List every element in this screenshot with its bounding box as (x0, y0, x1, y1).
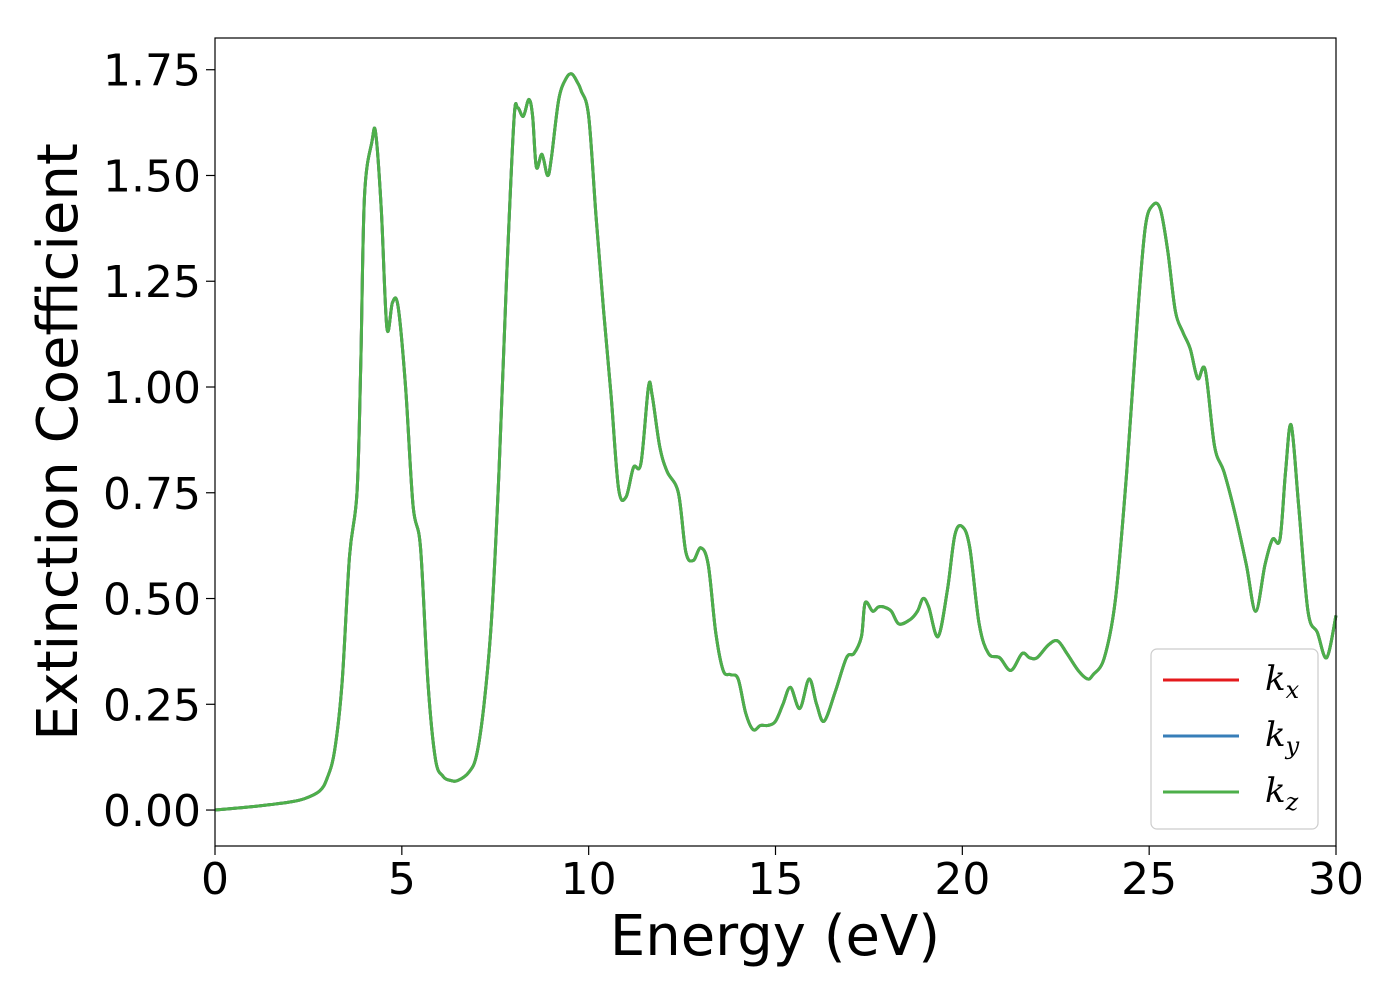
legend-box (1150, 648, 1319, 830)
series-layer (214, 72, 1338, 812)
legend-label-k-x: kx (1265, 659, 1300, 704)
x-tick-label: 15 (748, 854, 804, 905)
y-tick-label: 1.50 (103, 151, 201, 202)
series-line-k-z (214, 72, 1338, 812)
x-axis-label: Energy (eV) (610, 904, 940, 969)
x-tick-label: 0 (201, 854, 229, 905)
legend-label-base: k (1265, 659, 1286, 699)
y-tick-label: 1.25 (103, 257, 201, 308)
y-tick-label: 1.00 (103, 363, 201, 414)
x-tick-label: 25 (1121, 854, 1177, 905)
y-axis-ticks: 0.00 0.25 0.50 0.75 1.00 1.25 1.50 1.75 (103, 46, 215, 837)
legend-label-subscript: y (1285, 732, 1300, 760)
y-tick-label: 0.50 (103, 575, 201, 626)
legend-label-subscript: x (1286, 676, 1300, 704)
y-tick-label: 0.25 (103, 680, 201, 731)
y-tick-label: 0.75 (103, 469, 201, 520)
legend-label-subscript: z (1285, 788, 1299, 816)
y-axis-label: Extinction Coefficient (26, 143, 91, 741)
y-tick-label: 0.00 (103, 786, 201, 837)
x-tick-label: 5 (388, 854, 416, 905)
x-tick-label: 20 (934, 854, 990, 905)
legend-label-base: k (1265, 771, 1286, 811)
legend-label-k-y: ky (1265, 715, 1300, 760)
y-tick-label: 1.75 (103, 46, 201, 97)
x-axis-ticks: 0 5 10 15 20 25 30 (201, 846, 1364, 905)
x-tick-label: 30 (1308, 854, 1364, 905)
legend-label-k-z: kz (1265, 771, 1299, 816)
legend-label-base: k (1265, 715, 1286, 755)
x-tick-label: 10 (561, 854, 617, 905)
